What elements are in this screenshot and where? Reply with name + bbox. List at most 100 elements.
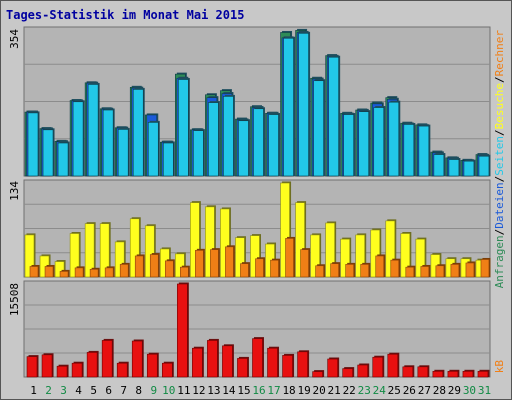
kb-bar [192,347,203,378]
visits-panel [23,179,491,278]
legend-item: / [493,76,506,83]
besuche-bar [280,182,290,278]
seiten-bar [147,122,159,177]
kb-bar [477,371,489,378]
besuche-bar [190,202,200,278]
y-axis-max-labels: 354 134 15508 [8,29,21,316]
kb-bar [282,355,293,378]
rechner-bar [270,259,279,278]
legend-item: / [493,229,506,236]
besuche-bar [235,237,245,278]
besuche-bar [175,253,185,278]
legend-item: / [493,176,506,183]
kb-bar [177,283,188,378]
kb-bar [86,352,98,378]
besuche-bar [295,202,305,278]
seiten-bar [418,125,430,177]
x-tick-label: 20 [313,384,326,397]
kb-bar [357,364,369,378]
rechner-bar [149,254,159,278]
rechner-bar [104,267,114,278]
x-tick-label: 24 [373,384,387,397]
rechner-bar [164,260,174,278]
legend-item: Anfragen [493,235,506,288]
kb-bar [101,340,113,378]
kb-bar [447,371,459,378]
seiten-bar [178,79,189,177]
seiten-bar [87,84,99,177]
rechner-bar [300,249,309,278]
kb-bar [312,371,323,378]
besuche-bar [355,234,366,278]
besuche-bar [99,223,110,278]
y-max-label: 354 [8,29,21,49]
x-tick-label: 30 [463,384,476,397]
x-tick-label: 6 [105,384,112,397]
kb-bar [402,366,414,378]
x-tick-label: 16 [252,384,265,397]
kb-bar [41,354,53,378]
besuche-bar [325,222,335,278]
x-tick-label: 4 [75,384,82,397]
rechner-bar [360,264,370,278]
besuche-bar [144,225,155,278]
rechner-bar [240,263,249,278]
seiten-bar [238,120,249,177]
rechner-bar [255,258,264,278]
x-tick-label: 15 [237,384,250,397]
x-tick-label: 13 [207,384,220,397]
besuche-bar [250,235,260,278]
kb-bar [432,371,444,378]
x-tick-label: 18 [282,384,295,397]
kb-bar [387,353,399,378]
x-tick-label: 27 [418,384,431,397]
besuche-bar [370,229,381,278]
kb-bar [417,366,429,378]
rechner-bar [480,259,490,278]
besuche-bar [415,238,426,278]
seiten-bar [433,154,445,177]
kb-bar [462,371,474,378]
kb-bar [161,362,173,378]
besuche-bar [129,218,140,278]
seiten-bar [373,107,385,177]
kb-bar [252,338,263,378]
seiten-bar [403,124,415,177]
y-max-label: 134 [8,181,21,201]
x-tick-label: 10 [162,384,175,397]
seiten-bar [102,109,114,177]
seiten-bar [328,56,339,177]
x-tick-label: 19 [297,384,310,397]
rechner-bar [405,266,415,278]
seiten-bar [253,108,264,177]
seiten-bar [478,155,490,177]
seiten-bar [448,159,460,177]
legend-item: / [493,129,506,136]
x-tick-label: 2 [45,384,52,397]
besuche-bar [24,234,35,278]
rechner-bar [450,264,460,278]
besuche-bar [310,234,320,278]
kb-bar [56,365,68,378]
x-tick-label: 26 [403,384,416,397]
besuche-bar [69,233,80,278]
kb-bar [131,340,143,378]
y-max-label: 15508 [8,283,21,316]
seiten-bar [358,111,370,177]
seiten-bar [283,37,294,177]
kb-bar [327,358,338,378]
x-tick-label: 17 [267,384,280,397]
kb-bar [342,368,353,378]
seiten-bar [208,102,219,177]
x-tick-label: 28 [433,384,446,397]
kb-bar [237,358,248,378]
x-tick-label: 22 [343,384,356,397]
rechner-bar [285,238,294,278]
legend-top-text: Anfragen/Dateien/Seiten/Besuche/Rechner [493,30,506,289]
legend-item: Seiten [493,136,506,176]
x-tick-label: 7 [120,384,127,397]
besuche-bar [220,208,230,278]
legend-bottom-text: kB [493,360,506,374]
rechner-bar [210,249,219,278]
rechner-bar [74,267,84,278]
